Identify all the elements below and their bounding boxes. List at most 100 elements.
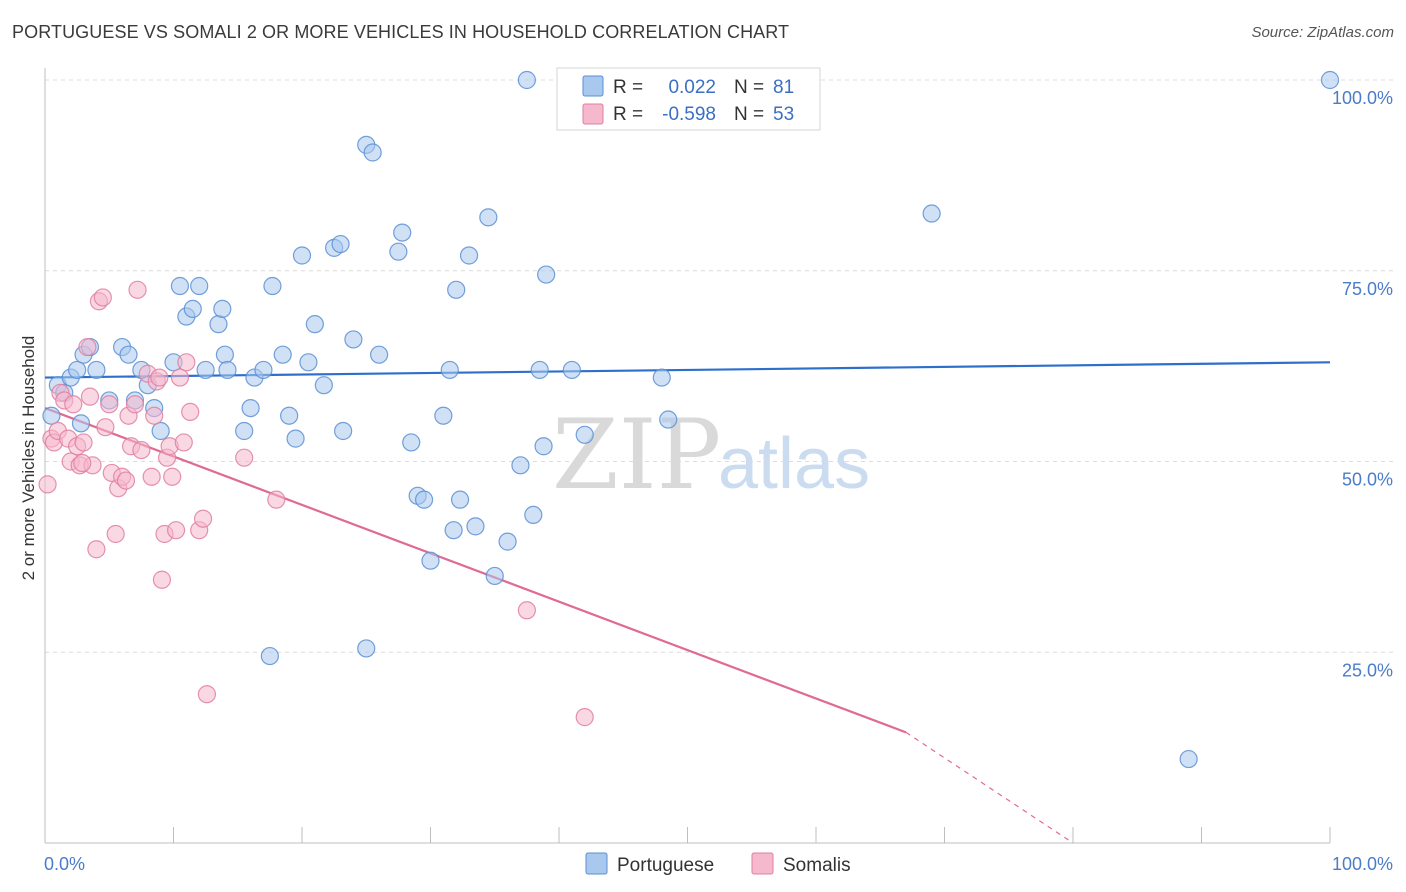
legend-swatch-somali xyxy=(582,103,604,125)
portuguese-point xyxy=(575,425,594,444)
portuguese-point xyxy=(534,437,553,456)
portuguese-point xyxy=(440,360,459,380)
portuguese-point xyxy=(334,421,353,441)
somali-point xyxy=(193,509,213,528)
somali-trend-extension xyxy=(905,731,1074,844)
portuguese-point xyxy=(68,360,87,380)
portuguese-point xyxy=(402,433,421,452)
watermark-atlas: atlas xyxy=(718,424,870,504)
y-tick-label: 75.0% xyxy=(1342,279,1393,299)
legend-n-label: N = xyxy=(734,77,764,98)
portuguese-point xyxy=(305,315,324,334)
portuguese-point xyxy=(434,406,453,425)
legend-n-value: 53 xyxy=(773,104,794,125)
portuguese-point xyxy=(530,360,549,380)
somali-point xyxy=(116,471,136,490)
portuguese-point xyxy=(1179,749,1198,769)
somali-point xyxy=(38,475,57,494)
somali-point xyxy=(64,395,83,414)
portuguese-point xyxy=(562,360,581,380)
somali-point xyxy=(78,337,97,357)
portuguese-point xyxy=(213,299,232,318)
somali-point xyxy=(93,288,112,307)
watermark-zip: ZIP xyxy=(552,399,721,511)
portuguese-point xyxy=(370,345,389,364)
y-tick-label: 50.0% xyxy=(1342,470,1393,490)
series-legend: Portuguese Somalis xyxy=(585,852,851,876)
somali-point xyxy=(128,280,147,299)
somali-point xyxy=(100,395,119,414)
x-tick-label-min: 0.0% xyxy=(44,854,85,874)
somali-point xyxy=(517,601,536,620)
portuguese-point xyxy=(241,398,260,418)
portuguese-point xyxy=(218,360,237,380)
portuguese-point xyxy=(479,208,498,227)
y-tick-label: 100.0% xyxy=(1332,88,1393,108)
portuguese-point xyxy=(421,551,440,570)
portuguese-point xyxy=(652,368,671,387)
somali-point xyxy=(150,368,169,387)
legend-r-value: 0.022 xyxy=(668,77,716,98)
somali-trend-line xyxy=(44,407,907,734)
somali-point xyxy=(170,368,190,387)
axes xyxy=(44,68,1331,844)
legend-label-somali: Somalis xyxy=(783,855,851,876)
portuguese-point xyxy=(517,70,536,90)
portuguese-point xyxy=(511,456,530,475)
portuguese-point xyxy=(485,566,504,586)
portuguese-point xyxy=(450,490,470,509)
portuguese-point xyxy=(215,345,234,364)
portuguese-trend-line xyxy=(44,361,1331,379)
somali-point xyxy=(174,433,193,452)
somali-point xyxy=(166,521,186,540)
portuguese-point xyxy=(190,276,209,296)
somali-point xyxy=(177,353,196,372)
portuguese-point xyxy=(447,280,466,299)
somali-point xyxy=(163,467,182,486)
portuguese-point xyxy=(393,223,412,242)
portuguese-point xyxy=(314,376,333,395)
portuguese-point xyxy=(922,204,941,223)
chart-title: PORTUGUESE VS SOMALI 2 OR MORE VEHICLES … xyxy=(12,22,790,42)
portuguese-point xyxy=(183,299,202,318)
portuguese-point xyxy=(235,421,254,441)
x-tick-label-max: 100.0% xyxy=(1332,854,1393,874)
grid-lines xyxy=(45,79,1393,653)
legend-n-label: N = xyxy=(734,104,764,125)
data-points xyxy=(38,70,1340,769)
watermark: ZIP atlas xyxy=(552,399,870,511)
somali-point xyxy=(235,448,254,467)
legend-swatch-portuguese xyxy=(585,852,608,875)
portuguese-point xyxy=(537,265,556,284)
legend-swatch-somali xyxy=(751,852,774,875)
portuguese-point xyxy=(151,421,170,441)
legend-label-portuguese: Portuguese xyxy=(617,855,714,876)
somali-point xyxy=(87,540,106,559)
portuguese-point xyxy=(280,406,299,425)
portuguese-point xyxy=(286,429,305,448)
legend-r-label: R = xyxy=(613,104,643,125)
somali-point xyxy=(142,467,161,486)
portuguese-point xyxy=(498,532,517,551)
portuguese-point xyxy=(299,353,318,372)
somali-point xyxy=(125,395,145,414)
portuguese-point xyxy=(459,246,479,265)
portuguese-point xyxy=(254,360,273,380)
legend-r-value: -0.598 xyxy=(662,104,716,125)
somali-point xyxy=(145,406,164,425)
portuguese-point xyxy=(170,276,190,296)
y-axis-title: 2 or more Vehicles in Household xyxy=(19,336,38,581)
y-tick-label: 25.0% xyxy=(1342,660,1393,680)
portuguese-point xyxy=(524,505,543,525)
somali-point xyxy=(73,453,92,473)
portuguese-point xyxy=(42,406,61,425)
portuguese-point xyxy=(196,360,215,380)
y-tick-labels: 25.0% 50.0% 75.0% 100.0% xyxy=(1332,88,1393,680)
somali-point xyxy=(132,440,151,460)
portuguese-point xyxy=(444,521,463,540)
source-credit: Source: ZipAtlas.com xyxy=(1251,24,1394,41)
portuguese-point xyxy=(260,646,279,666)
somali-point xyxy=(106,524,125,544)
portuguese-point xyxy=(466,517,485,536)
